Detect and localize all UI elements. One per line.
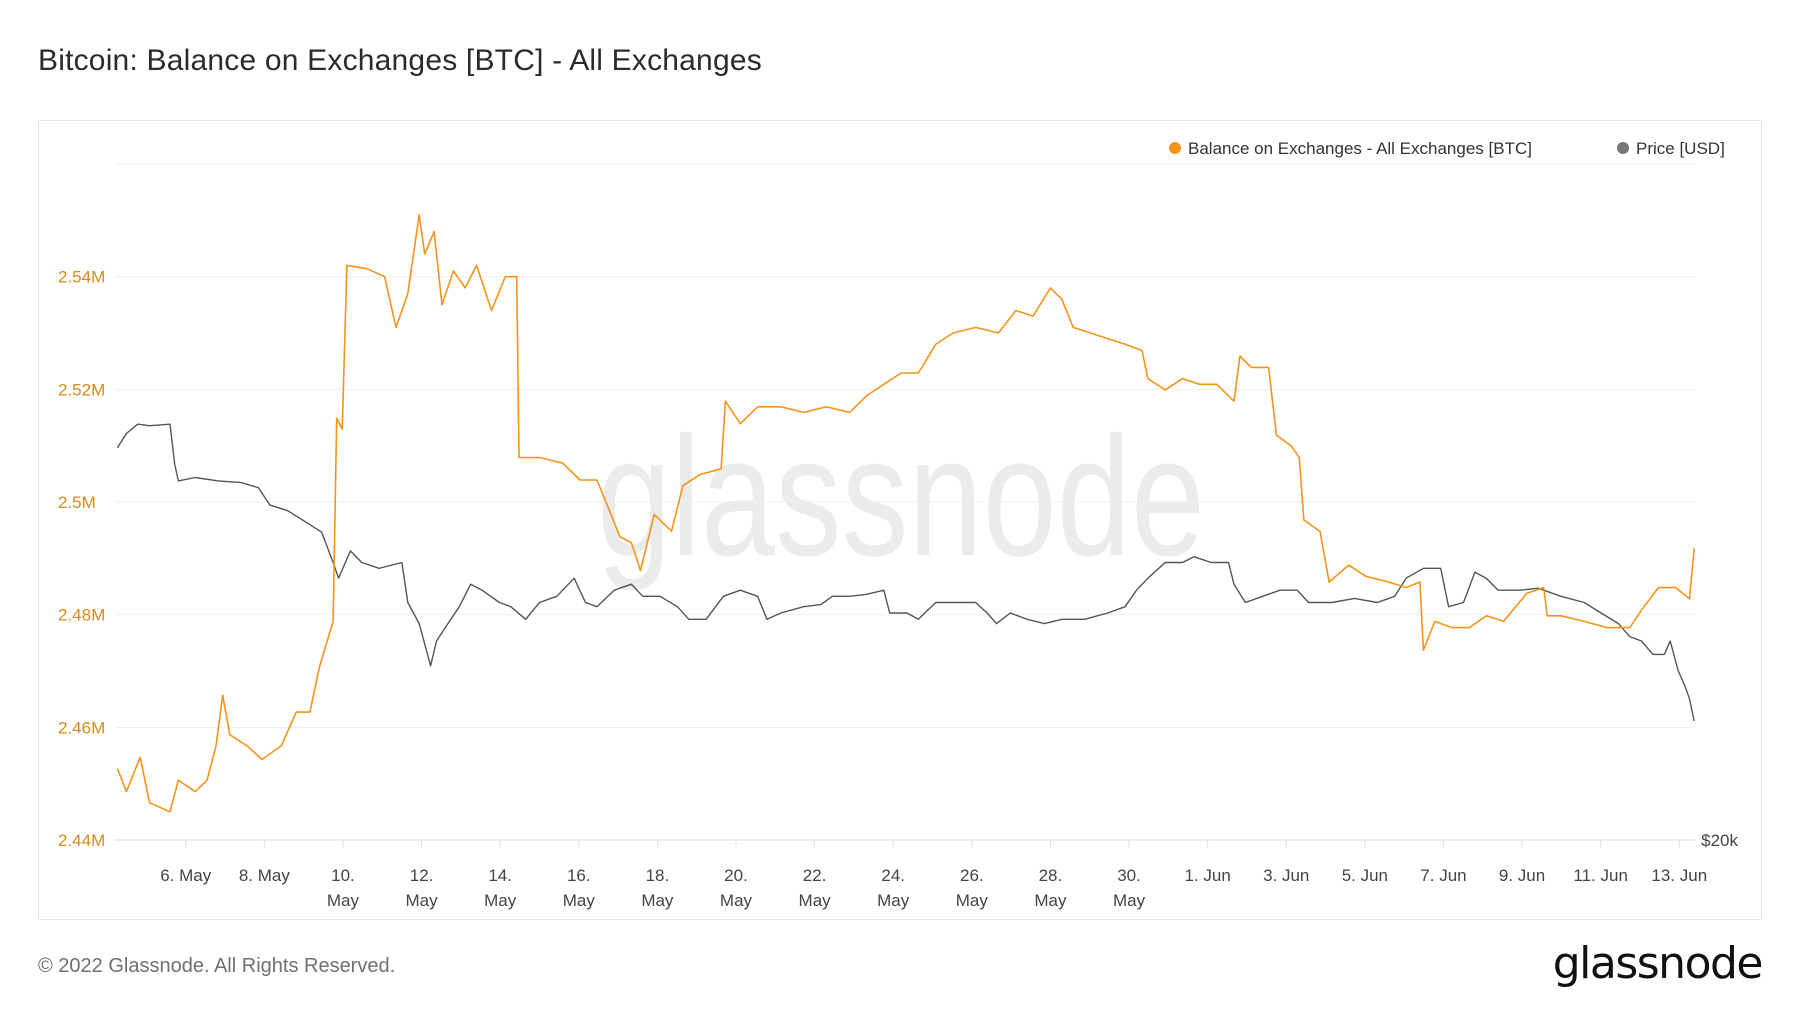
balance-series-line: [116, 213, 1695, 813]
y-tick-label: 2.5M: [58, 493, 96, 512]
price-series-line: [116, 423, 1695, 722]
x-tick-label-line2: May: [1034, 891, 1067, 910]
copyright-text: © 2022 Glassnode. All Rights Reserved.: [38, 955, 396, 977]
x-tick-label: 20.: [724, 866, 748, 885]
legend-balance-marker: [1169, 142, 1181, 154]
x-tick-label-line2: May: [877, 891, 910, 910]
x-tick-label: 16.: [567, 866, 591, 885]
x-tick-label: 28.: [1039, 866, 1063, 885]
y-tick-label: 2.44M: [58, 831, 105, 850]
x-tick-label: 3. Jun: [1263, 866, 1309, 885]
x-tick-label: 11. Jun: [1573, 866, 1628, 885]
y-tick-label: 2.52M: [58, 380, 105, 399]
x-tick-label: 7. Jun: [1420, 866, 1466, 885]
x-tick-label-line2: May: [406, 891, 439, 910]
x-tick-label: 30.: [1117, 866, 1141, 885]
y-right-tick-label: $20k: [1701, 831, 1738, 850]
watermark: glassnode: [597, 402, 1205, 592]
x-tick-label-line2: May: [956, 891, 989, 910]
x-tick-label-line2: May: [327, 891, 360, 910]
y-tick-label: 2.54M: [58, 268, 105, 287]
chart-frame: [38, 120, 1762, 920]
x-tick-label: 10.: [331, 866, 355, 885]
x-tick-label: 6. May: [160, 866, 212, 885]
x-tick-label-line2: May: [641, 891, 674, 910]
legend-price-label[interactable]: Price [USD]: [1636, 139, 1725, 158]
glassnode-logo[interactable]: glassnode: [1552, 938, 1764, 989]
chart-title: Bitcoin: Balance on Exchanges [BTC] - Al…: [38, 44, 762, 77]
y-tick-label: 2.48M: [58, 606, 105, 625]
y-tick-label: 2.46M: [58, 718, 105, 737]
x-tick-label-line2: May: [563, 891, 596, 910]
x-tick-label: 26.: [960, 866, 984, 885]
x-tick-label: 5. Jun: [1342, 866, 1388, 885]
x-tick-label: 14.: [488, 866, 512, 885]
x-tick-label: 18.: [646, 866, 670, 885]
x-tick-label-line2: May: [799, 891, 832, 910]
x-tick-label: 9. Jun: [1499, 866, 1545, 885]
x-tick-label-line2: May: [484, 891, 517, 910]
legend-balance-label[interactable]: Balance on Exchanges - All Exchanges [BT…: [1188, 139, 1532, 158]
x-tick-label-line2: May: [720, 891, 753, 910]
x-tick-label: 13. Jun: [1651, 866, 1707, 885]
x-tick-label: 12.: [410, 866, 434, 885]
x-tick-label: 1. Jun: [1184, 866, 1230, 885]
legend-price-marker: [1617, 142, 1629, 154]
x-tick-label-line2: May: [1113, 891, 1146, 910]
x-tick-label: 8. May: [239, 866, 291, 885]
x-tick-label: 24.: [881, 866, 905, 885]
x-tick-label: 22.: [803, 866, 827, 885]
